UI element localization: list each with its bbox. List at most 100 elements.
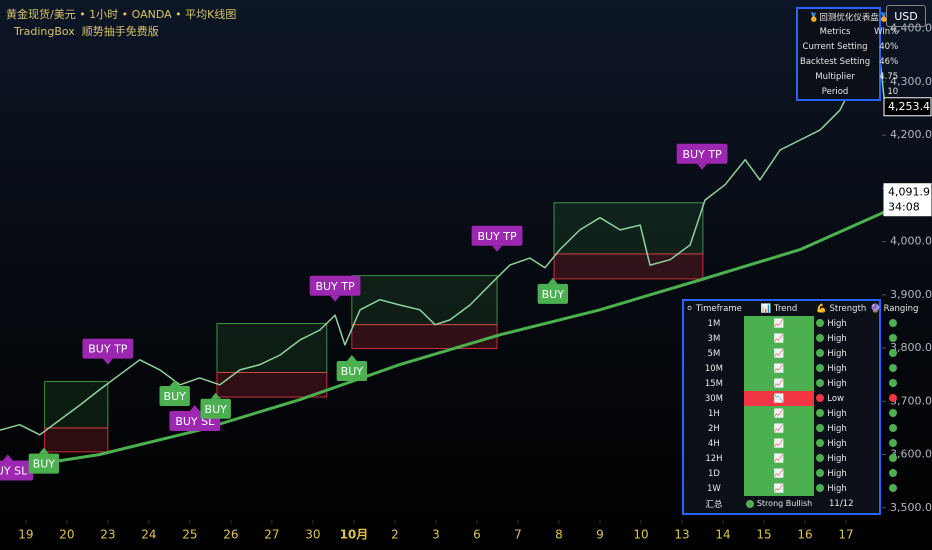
cell: Win% <box>874 26 899 37</box>
trend: 📈 <box>743 436 815 451</box>
timeframe: 4H <box>708 438 720 449</box>
status-dot <box>816 334 825 342</box>
status-dot <box>816 484 825 492</box>
signal-label: BUY TP <box>477 230 517 243</box>
status-dot <box>816 454 825 462</box>
profit-zone <box>44 381 109 429</box>
timeframe: 1D <box>707 468 720 479</box>
y-tick-label: 3,600.0 <box>890 448 932 461</box>
timeframe: 1M <box>707 318 721 329</box>
y-tick-label: 4,000.0 <box>890 235 932 248</box>
timeframe: 3M <box>707 333 721 344</box>
chart-title: 黄金现货/美元 • 1小时 • OANDA • 平均K线图 <box>6 8 237 21</box>
backtest-table: 🏅回测优化仪表盘🏅 Metrics Win% Current Setting 40% Ba… <box>796 7 898 101</box>
summary-label: 汇总 <box>705 499 723 510</box>
timeframe: 15M <box>704 378 723 389</box>
row: 🏅回测优化仪表盘🏅 <box>798 9 900 24</box>
summary-score: 11/12 <box>829 498 854 509</box>
loss-zone <box>216 372 328 398</box>
x-tick-label: 26 <box>223 528 238 542</box>
signal: BUY <box>537 277 569 304</box>
price-label: 4,091.9 <box>888 186 930 199</box>
loss-zone <box>44 427 109 453</box>
row: 1D 📈 High <box>684 466 920 481</box>
timeframe: 2H <box>708 423 720 434</box>
timeframe: 30M <box>704 393 723 404</box>
x-tick-label: 8 <box>555 528 563 542</box>
price-label: 4,253.4 <box>888 100 930 113</box>
status-dot <box>816 319 825 327</box>
price-line <box>0 44 886 436</box>
status-dot <box>816 394 825 402</box>
signal-label: BUY <box>33 458 56 471</box>
strength: High <box>814 361 868 376</box>
strength-text: High <box>827 483 847 494</box>
x-tick-label: 19 <box>18 528 33 542</box>
y-tick-label: 4,300.0 <box>890 75 932 88</box>
strength: High <box>814 481 868 496</box>
ranging <box>868 436 920 451</box>
ranging <box>868 376 920 391</box>
strength-text: High <box>827 453 847 464</box>
ranging <box>868 421 920 436</box>
strength-text: High <box>827 333 847 344</box>
x-tick-label: 10月 <box>340 528 369 542</box>
currency-button[interactable]: USD <box>886 5 926 27</box>
status-dot <box>888 319 897 327</box>
row: 12H 📈 High <box>684 451 920 466</box>
header-row: ⚪ Timeframe 📊 Trend 💪 Strength 🔮 Ranging <box>684 301 920 316</box>
x-tick-label: 9 <box>596 528 604 542</box>
row: Multiplier 4.75 <box>798 69 900 84</box>
signal: BUY TP <box>471 225 523 252</box>
trend: 📈 <box>743 451 815 466</box>
signal-label: BUY <box>341 365 364 378</box>
signal-label: BUY TP <box>88 343 128 356</box>
trend: 📉 <box>743 391 815 406</box>
trend: 📈 <box>743 481 815 496</box>
strength: High <box>814 346 868 361</box>
row: Backtest Setting 46% <box>798 54 900 69</box>
signal-box <box>82 338 134 359</box>
x-tick-label: 27 <box>264 528 279 542</box>
status-dot <box>888 439 897 447</box>
strength-text: High <box>827 348 847 359</box>
ranging <box>868 466 920 481</box>
status-dot <box>888 334 897 342</box>
table-title: 🏅回测优化仪表盘🏅 <box>808 12 890 23</box>
ranging <box>868 406 920 421</box>
trend: 📈 <box>743 331 815 346</box>
status-dot <box>816 364 825 372</box>
price-label-box <box>883 97 932 117</box>
signal: BUY <box>159 380 190 407</box>
strength-text: High <box>827 378 847 389</box>
trend: 📈 <box>743 346 815 361</box>
summary-empty <box>868 496 920 511</box>
signal: BUY TP <box>309 275 361 302</box>
signal-label: BUY <box>542 288 565 301</box>
row: 1H 📈 High <box>684 406 920 421</box>
strength: High <box>814 316 868 331</box>
cell: 46% <box>879 56 899 67</box>
signal-pointer <box>346 355 357 362</box>
signal-pointer <box>697 163 708 170</box>
status-dot <box>816 469 825 477</box>
header-cell: ⚪ Timeframe <box>686 303 742 314</box>
signal-pointer <box>210 392 221 399</box>
y-tick-label: 4,200.0 <box>890 128 932 141</box>
status-dot <box>888 394 897 402</box>
trend: 📈 <box>743 361 815 376</box>
signal-pointer <box>38 447 49 454</box>
signal-pointer <box>189 405 200 412</box>
status-dot <box>888 484 897 492</box>
signal: BUY <box>28 447 60 474</box>
x-tick-label: 16 <box>797 528 812 542</box>
status-dot <box>888 349 897 357</box>
status-dot <box>816 409 825 417</box>
row: 1M 📈 High <box>684 316 920 331</box>
ranging <box>868 481 920 496</box>
row: 2H 📈 High <box>684 421 920 436</box>
timeframe: 1H <box>708 408 720 419</box>
signal: BUY <box>336 355 368 382</box>
strength: High <box>814 421 868 436</box>
status-dot <box>816 439 825 447</box>
